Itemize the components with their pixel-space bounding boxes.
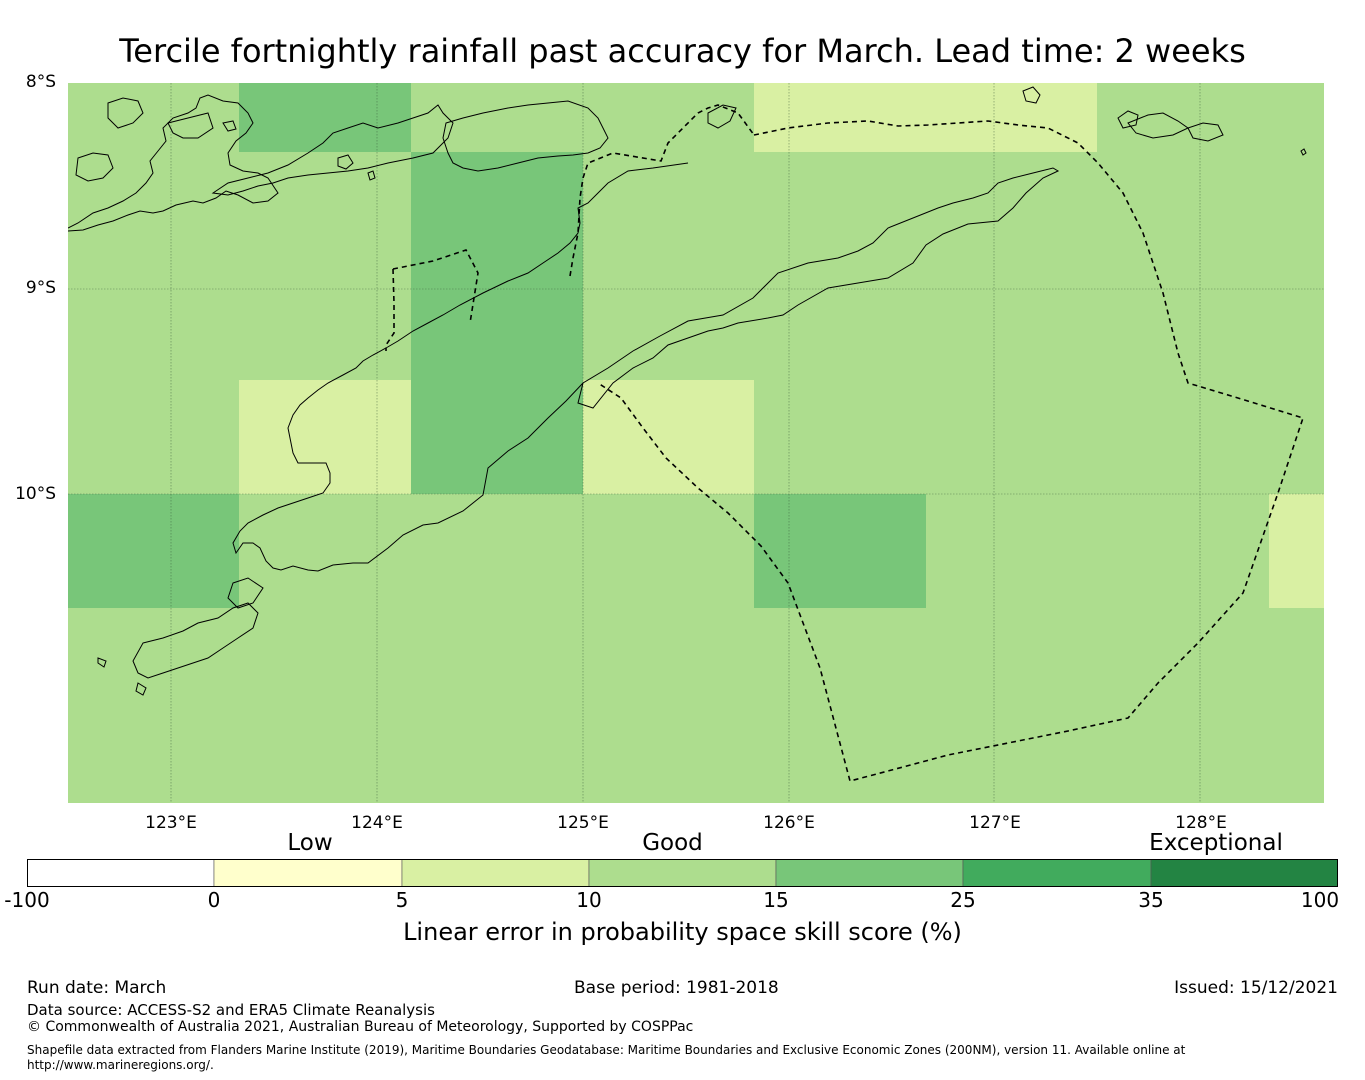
colorbar-tick: 15	[763, 888, 789, 912]
colorbar-tick: 100	[1300, 888, 1340, 912]
map-title: Tercile fortnightly rainfall past accura…	[119, 32, 1246, 70]
grid-cell	[583, 380, 754, 494]
grid-cell	[68, 152, 239, 380]
graticule	[68, 83, 1324, 803]
grid-cell	[239, 494, 411, 608]
grid-cell	[754, 608, 926, 803]
colorbar-segment	[775, 859, 964, 887]
skill-map	[68, 83, 1324, 803]
grid-cell	[583, 608, 754, 803]
grid-cell	[239, 380, 411, 494]
grid-cell	[68, 608, 239, 803]
lat-label-10s: 10°S	[15, 484, 56, 504]
colorbar-segment	[588, 859, 777, 887]
colorbar	[27, 859, 1338, 887]
grid-cell	[754, 494, 926, 608]
copyright: © Commonwealth of Australia 2021, Austra…	[27, 1019, 694, 1035]
category-good: Good	[642, 830, 703, 856]
grid-cell	[1097, 494, 1269, 608]
base-period: Base period: 1981-2018	[574, 978, 779, 998]
grid-cell	[583, 494, 754, 608]
grid-cell	[926, 83, 1097, 152]
colorbar-segment	[962, 859, 1152, 887]
grid-cell	[1269, 608, 1324, 803]
grid-cell	[583, 83, 754, 152]
grid-cell	[1269, 83, 1324, 152]
grid-cell	[583, 152, 754, 380]
colorbar-label: Linear error in probability space skill …	[403, 918, 962, 946]
grid-cell	[239, 152, 411, 380]
grid-cell	[1097, 608, 1269, 803]
grid-cell	[1097, 380, 1269, 494]
grid-cell	[926, 608, 1097, 803]
grid-cell	[754, 152, 926, 380]
colorbar-tick: -100	[4, 888, 50, 912]
grid-cell	[926, 380, 1097, 494]
grid-cell	[926, 152, 1097, 380]
grid-cell	[68, 380, 239, 494]
data-source: Data source: ACCESS-S2 and ERA5 Climate …	[27, 1001, 435, 1019]
colorbar-segment	[401, 859, 590, 887]
lon-label-127e: 127°E	[969, 813, 1021, 833]
colorbar-segment	[213, 859, 403, 887]
colorbar-tick: 35	[1138, 888, 1164, 912]
colorbar-tick: 25	[950, 888, 976, 912]
lon-label-128e: 128°E	[1175, 813, 1227, 833]
lon-label-123e: 123°E	[145, 813, 197, 833]
lat-label-9s: 9°S	[25, 278, 56, 298]
grid-cell	[411, 380, 583, 494]
grid-cell	[1269, 152, 1324, 380]
lon-label-124e: 124°E	[351, 813, 403, 833]
grid-cell	[411, 152, 583, 380]
colorbar-segment	[1150, 859, 1338, 887]
category-exceptional: Exceptional	[1149, 830, 1283, 856]
grid-cell	[1097, 152, 1269, 380]
run-date: Run date: March	[27, 978, 167, 998]
grid-cell	[754, 83, 926, 152]
lon-label-125e: 125°E	[557, 813, 609, 833]
grid-cell	[754, 380, 926, 494]
grid-cell	[1097, 83, 1269, 152]
grid-cell	[411, 83, 583, 152]
grid-cell	[239, 608, 411, 803]
skill-grid-cells	[68, 83, 1324, 803]
grid-cell	[411, 494, 583, 608]
colorbar-tick: 0	[207, 888, 221, 912]
issued-date: Issued: 15/12/2021	[1174, 978, 1338, 998]
colorbar-tick: 5	[395, 888, 409, 912]
grid-cell	[926, 494, 1097, 608]
grid-cell	[68, 83, 239, 152]
grid-cell	[68, 494, 239, 608]
category-low: Low	[287, 830, 333, 856]
lon-label-126e: 126°E	[763, 813, 815, 833]
shapefile-credit: Shapefile data extracted from Flanders M…	[27, 1043, 1186, 1072]
colorbar-tick: 10	[576, 888, 602, 912]
colorbar-segment	[27, 859, 215, 887]
grid-cell	[411, 608, 583, 803]
lat-label-8s: 8°S	[25, 72, 56, 92]
coastlines	[68, 86, 1307, 696]
grid-cell	[1269, 494, 1324, 608]
maritime-boundaries	[385, 104, 1305, 782]
